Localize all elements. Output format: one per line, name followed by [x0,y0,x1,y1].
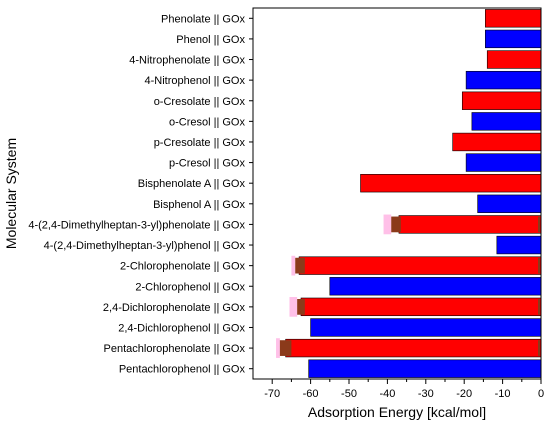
bar-neutral [465,153,542,172]
x-tick-label: -10 [495,388,511,400]
category-label: Bisphenol A || GOx [153,199,245,211]
category-label: 4-(2,4-Dimethylheptan-3-yl)phenolate || … [28,219,245,231]
category-label: o-Cresolate || GOx [154,96,246,108]
category-label: 4-(2,4-Dimethylheptan-3-yl)phenol || GOx [44,240,246,252]
error-halo [289,296,298,317]
bar-anion [298,256,542,275]
bars-layer [276,9,542,378]
category-label: 2,4-Dichlorophenol || GOx [118,322,245,334]
bar-overlay [279,340,292,356]
category-label: 2-Chlorophenolate || GOx [120,261,245,273]
category-label: Phenol || GOx [176,34,245,46]
category-label: 4-Nitrophenolate || GOx [129,55,245,67]
bar-neutral [477,194,542,213]
bar-neutral [308,359,542,378]
x-tick-label: -60 [303,388,319,400]
bar-neutral [471,112,542,131]
bar-anion [452,132,542,152]
category-label: p-Cresol || GOx [169,158,246,170]
bar-neutral [496,235,542,255]
error-halo [276,338,280,358]
x-tick-label: -70 [264,388,280,400]
x-tick-label: -30 [418,388,434,400]
category-label: 2,4-Dichlorophenolate || GOx [103,302,246,314]
category-label: 2-Chlorophenol || GOx [135,281,245,293]
bar-anion [461,91,542,110]
bar-anion [398,215,542,234]
y-axis-title: Molecular System [3,138,19,249]
x-axis-title: Adsorption Energy [kcal/mol] [308,404,486,420]
bar-neutral [310,318,542,337]
bar-overlay [391,216,401,233]
category-label: 4-Nitrophenol || GOx [145,75,246,87]
error-halo [291,255,296,276]
plot-frame [252,7,542,380]
category-label: Pentachlorophenolate || GOx [104,343,246,355]
bar-anion [486,50,542,69]
bar-anion [285,338,542,358]
category-labels: Phenolate || GOx Phenol || GOx 4-Nitrophen… [28,13,253,376]
category-label: o-Cresol || GOx [169,116,246,128]
x-axis-ticks: -70 -60 -50 -40 -30 -20 -10 0 [264,379,544,400]
bar-overlay [297,298,305,315]
bar-neutral [485,29,542,49]
bar-neutral [329,277,542,296]
category-label: Phenolate || GOx [161,13,245,25]
x-tick-label: 0 [538,388,544,400]
bar-anion [360,174,542,193]
bar-neutral [465,70,542,90]
bar-overlay [295,257,305,274]
category-label: Bisphenolate A || GOx [138,178,246,190]
category-label: p-Cresolate || GOx [154,137,246,149]
category-label: Pentachlorophenol || GOx [119,364,246,376]
bar-anion [485,9,542,28]
x-tick-label: -20 [456,388,472,400]
x-tick-label: -40 [379,388,395,400]
error-halo [383,214,392,235]
x-tick-label: -50 [341,388,357,400]
bar-anion [300,297,542,317]
